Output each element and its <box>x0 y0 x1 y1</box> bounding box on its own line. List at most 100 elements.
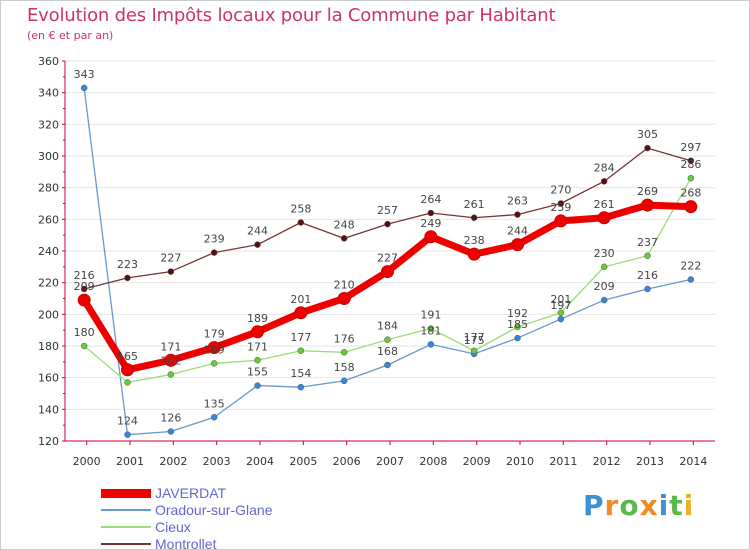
data-point <box>514 334 521 342</box>
data-point <box>210 414 218 421</box>
data-point <box>557 309 565 316</box>
data-point <box>337 292 351 305</box>
data-label: 248 <box>334 218 355 231</box>
data-point <box>207 341 221 355</box>
data-label: 270 <box>550 184 571 197</box>
data-point <box>294 306 308 320</box>
data-point <box>254 241 261 248</box>
data-label: 284 <box>594 161 615 174</box>
data-label: 201 <box>550 293 571 306</box>
data-point <box>340 377 348 385</box>
x-tick-label: 2013 <box>636 455 664 468</box>
data-point <box>467 247 481 261</box>
data-point <box>167 428 175 435</box>
data-label: 269 <box>637 185 658 198</box>
data-label: 258 <box>290 203 311 216</box>
data-label: 263 <box>507 195 528 208</box>
y-tick-label: 340 <box>38 87 59 100</box>
legend-label: JAVERDAT <box>155 485 227 501</box>
data-point <box>297 347 305 354</box>
data-label: 257 <box>377 204 398 217</box>
data-label: 177 <box>464 331 485 344</box>
data-point <box>384 361 391 369</box>
data-point <box>511 238 524 252</box>
data-point <box>470 214 478 221</box>
data-label: 261 <box>464 198 485 211</box>
data-point <box>124 431 131 438</box>
data-point <box>427 209 435 217</box>
data-point <box>210 360 218 367</box>
y-tick-label: 320 <box>38 118 59 131</box>
y-tick-label: 280 <box>38 182 59 195</box>
data-label: 184 <box>377 320 398 333</box>
data-point <box>254 382 261 389</box>
data-point <box>124 274 131 282</box>
data-point <box>80 285 88 293</box>
legend-swatch <box>101 543 151 545</box>
x-tick-label: 2002 <box>159 455 187 468</box>
x-tick-label: 2000 <box>73 455 101 468</box>
data-label: 297 <box>680 141 701 154</box>
x-tick-label: 2007 <box>376 455 404 468</box>
data-point <box>470 347 478 354</box>
data-point <box>167 268 175 275</box>
y-tick-label: 300 <box>38 150 59 163</box>
data-label: 343 <box>74 68 95 81</box>
data-point <box>340 349 348 356</box>
data-point <box>297 383 305 391</box>
data-point <box>381 265 394 279</box>
data-label: 177 <box>290 331 311 344</box>
data-point <box>384 220 391 228</box>
data-label: 223 <box>117 258 138 271</box>
data-point <box>251 325 264 339</box>
x-tick-label: 2010 <box>506 455 534 468</box>
data-point <box>167 371 175 378</box>
data-label: 185 <box>507 318 528 331</box>
legend-swatch <box>101 489 151 498</box>
legend-swatch <box>101 509 151 511</box>
data-point <box>80 84 88 92</box>
data-label: 230 <box>594 247 615 260</box>
data-point <box>514 211 521 218</box>
data-point <box>424 230 438 244</box>
data-point <box>554 214 568 228</box>
y-tick-label: 360 <box>38 55 59 68</box>
data-point <box>557 315 565 323</box>
y-tick-label: 220 <box>38 277 59 290</box>
data-point <box>600 296 608 304</box>
data-label: 126 <box>160 412 181 425</box>
data-label: 222 <box>680 260 701 273</box>
data-point <box>687 174 695 182</box>
proxiti-logo: Proxiti <box>583 489 695 522</box>
data-label: 154 <box>290 367 311 380</box>
data-point <box>600 178 608 185</box>
data-point <box>340 235 348 242</box>
data-label: 169 <box>204 343 225 356</box>
legend-label: Montrollet <box>155 536 217 550</box>
data-point <box>684 200 698 214</box>
data-label: 239 <box>204 233 225 246</box>
data-point <box>687 157 695 164</box>
y-tick-label: 260 <box>38 213 59 226</box>
data-label: 238 <box>464 234 485 247</box>
data-point <box>687 276 695 283</box>
y-tick-label: 180 <box>38 340 59 353</box>
x-tick-label: 2012 <box>593 455 621 468</box>
y-tick-label: 160 <box>38 372 59 385</box>
data-label: 155 <box>247 366 268 379</box>
y-tick-label: 200 <box>38 308 59 321</box>
legend-label: Oradour-sur-Glane <box>155 502 273 518</box>
data-label: 244 <box>507 225 528 238</box>
data-label: 158 <box>334 361 355 374</box>
data-point <box>641 198 654 212</box>
data-label: 237 <box>637 236 658 249</box>
chart-title: Evolution des Impôts locaux pour la Comm… <box>27 5 556 26</box>
x-tick-label: 2003 <box>203 455 231 468</box>
data-label: 227 <box>160 252 181 265</box>
x-tick-label: 2011 <box>549 455 577 468</box>
data-point <box>557 200 565 207</box>
data-point <box>254 357 261 364</box>
data-label: 171 <box>247 340 268 353</box>
x-tick-label: 2001 <box>116 455 144 468</box>
data-point <box>644 285 651 293</box>
